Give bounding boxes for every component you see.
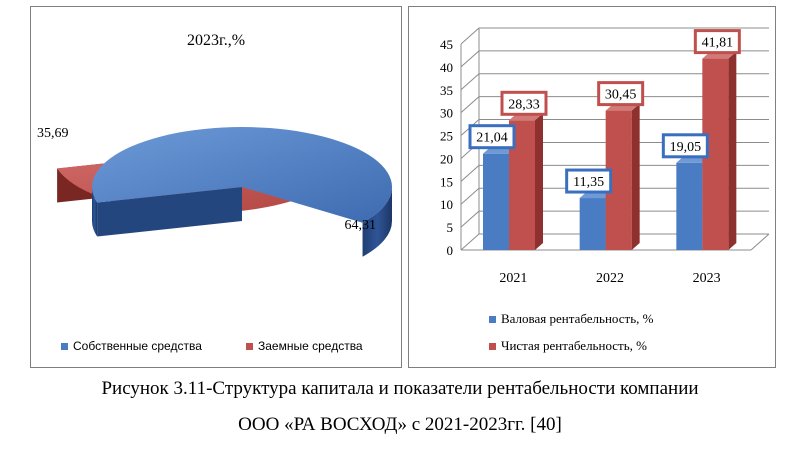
pie-slice-own-funds	[91, 127, 392, 223]
pie-legend-swatch-own-funds	[61, 343, 68, 350]
y-tick-label: 20	[440, 151, 453, 166]
bar	[676, 162, 703, 250]
pie-legend: Собственные средства Заемные средства	[61, 339, 363, 353]
data-label: 19,05	[670, 140, 702, 155]
y-tick-label: 15	[440, 174, 453, 189]
pie-legend-swatch-borrowed-funds	[246, 343, 253, 350]
data-label-box	[693, 29, 741, 55]
data-label-box	[661, 133, 709, 159]
bar-side	[728, 51, 737, 250]
pie-slice-own-funds-cut	[97, 187, 242, 237]
x-tick-label: 2021	[499, 271, 527, 286]
data-label-box	[500, 90, 548, 116]
data-label: 30,45	[605, 88, 637, 103]
y-tick-label: 10	[440, 197, 453, 212]
pie-legend-label-own-funds: Собственные средства	[73, 339, 202, 353]
data-label: 28,33	[508, 97, 540, 112]
y-tick-label: 25	[440, 129, 453, 144]
figure-caption-line-1: Рисунок 3.11-Структура капитала и показа…	[101, 378, 699, 399]
data-label: 21,04	[476, 131, 508, 146]
bar-side	[535, 113, 543, 250]
data-label-box	[565, 168, 613, 194]
pie-data-label-borrowed-funds: 35,69	[37, 126, 69, 141]
bar	[579, 198, 606, 250]
pie-slice-own-funds-side-front	[362, 187, 392, 257]
pie-legend-label-borrowed-funds: Заемные средства	[258, 339, 363, 353]
pie-chart: 2023г.,% 64,31 35,69 Собственные средств…	[37, 32, 392, 353]
y-tick-label: 40	[440, 60, 453, 75]
data-label-box	[468, 124, 516, 150]
bar-legend-swatch-net	[489, 343, 496, 350]
y-tick-label: 30	[440, 106, 453, 121]
y-tick-label: 0	[447, 243, 454, 258]
data-label-box	[597, 81, 645, 107]
pie-chart-panel: 2023г.,% 64,31 35,69 Собственные средств…	[30, 6, 402, 368]
bar-side	[631, 103, 640, 251]
bar-legend: Валовая рентабельность, % Чистая рентабе…	[489, 311, 654, 353]
y-tick-label: 45	[440, 37, 453, 52]
y-tick-label: 5	[447, 220, 454, 235]
data-label: 41,81	[702, 36, 734, 51]
pie-slice-own-funds-side	[92, 187, 98, 237]
bar-legend-label-gross: Валовая рентабельность, %	[501, 311, 654, 326]
x-tick-label: 2023	[693, 271, 721, 286]
x-tick-label: 2022	[596, 271, 624, 286]
bar-chart: 0 5 10 15 20 25 30 35 40 45 2021 21,04 28,33 2022 11,…	[440, 27, 770, 353]
y-tick-label: 35	[440, 83, 453, 98]
data-label: 11,35	[573, 175, 604, 190]
figure-caption-line-2: ООО «РА ВОСХОД» с 2021-2023гг. [40]	[238, 414, 562, 435]
pie-data-label-own-funds: 64,31	[345, 218, 377, 233]
bar-legend-label-net: Чистая рентабельность, %	[501, 338, 647, 353]
bar	[483, 153, 509, 250]
bar-legend-swatch-gross	[489, 316, 496, 323]
pie-chart-title: 2023г.,%	[187, 32, 245, 49]
bar-chart-panel: 0 5 10 15 20 25 30 35 40 45 2021 21,04 28,33 2022 11,…	[408, 6, 776, 368]
